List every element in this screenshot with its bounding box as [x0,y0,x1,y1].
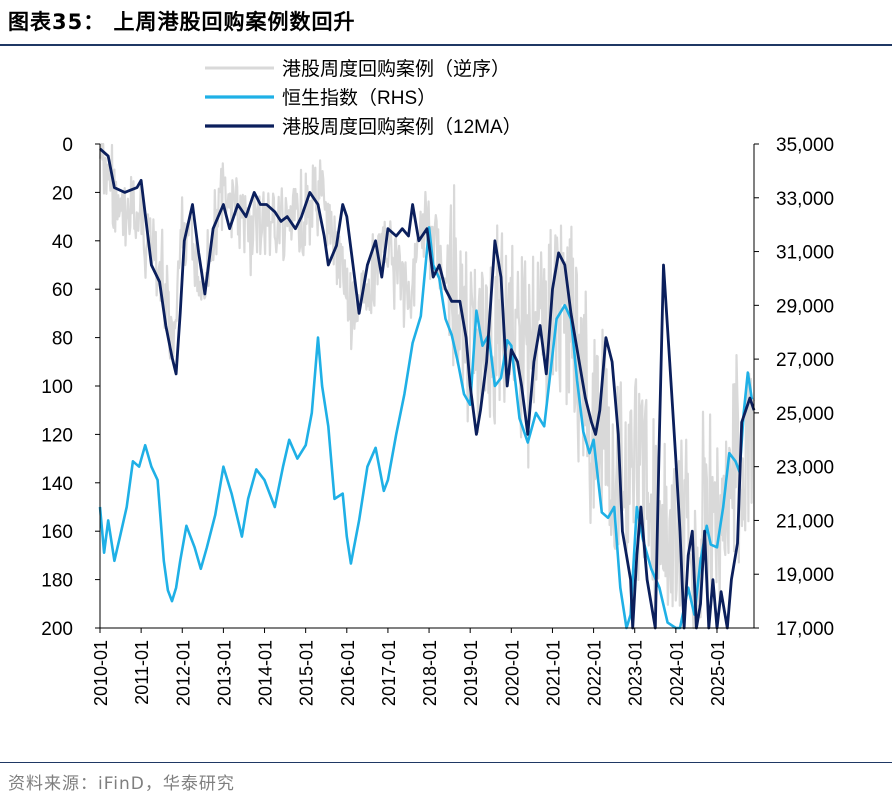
series-ma12-line [99,147,756,630]
legend-label: 恒生指数（RHS） [282,87,436,109]
right-tick-label: 29,000 [776,296,834,317]
left-tick-label: 60 [52,280,73,301]
right-tick-label: 19,000 [776,565,834,586]
right-tick-label: 23,000 [776,458,834,479]
buyback-chart: 港股周度回购案例（逆序） 恒生指数（RHS） 港股周度回购案例（12MA） 0 20 4… [41,58,834,706]
left-tick-label: 200 [41,619,73,640]
axes: 0 20 40 60 80 100 120 140 160 180 200 35,000 33,000 3… [41,135,834,706]
x-tick-label: 2014-01 [256,640,276,706]
x-tick-label: 2020-01 [502,640,522,706]
right-tick-label: 17,000 [776,619,834,640]
left-tick-label: 0 [62,135,73,156]
footer-rule [0,762,892,763]
x-tick-label: 2024-01 [667,640,687,706]
x-tick-label: 2010-01 [91,640,111,706]
left-tick-label: 100 [41,377,73,398]
left-tick-label: 80 [52,329,73,350]
left-tick-label: 140 [41,474,73,495]
x-tick-label: 2022-01 [585,640,605,706]
legend: 港股周度回购案例（逆序） 恒生指数（RHS） 港股周度回购案例（12MA） [205,58,522,138]
x-tick-label: 2011-01 [132,640,152,705]
x-tick-label: 2023-01 [626,640,646,706]
left-tick-label: 20 [52,183,73,204]
figure-title: 图表35： 上周港股回购案例数回升 [8,10,356,34]
x-tick-label: 2025-01 [708,640,728,706]
title-rule [0,44,892,46]
x-tick-label: 2012-01 [173,640,193,706]
left-tick-label: 160 [41,522,73,543]
left-tick-label: 40 [52,232,73,253]
plot-lines [98,142,756,630]
x-tick-label: 2015-01 [297,640,317,706]
x-tick-label: 2021-01 [543,640,563,706]
left-tick-label: 120 [41,425,73,446]
right-tick-label: 25,000 [776,404,834,425]
right-tick-label: 31,000 [776,243,834,264]
right-tick-label: 35,000 [776,135,834,156]
right-tick-label: 27,000 [776,350,834,371]
x-tick-label: 2019-01 [461,640,481,706]
x-tick-label: 2018-01 [420,640,440,706]
left-tick-label: 180 [41,571,73,592]
right-tick-label: 33,000 [776,189,834,210]
legend-label: 港股周度回购案例（12MA） [282,116,522,138]
legend-label: 港股周度回购案例（逆序） [282,58,510,80]
x-tick-label: 2017-01 [379,640,399,706]
right-tick-label: 21,000 [776,511,834,532]
source-note: 资料来源：iFinD，华泰研究 [8,774,235,794]
x-tick-label: 2013-01 [214,640,234,706]
x-tick-label: 2016-01 [338,640,358,706]
